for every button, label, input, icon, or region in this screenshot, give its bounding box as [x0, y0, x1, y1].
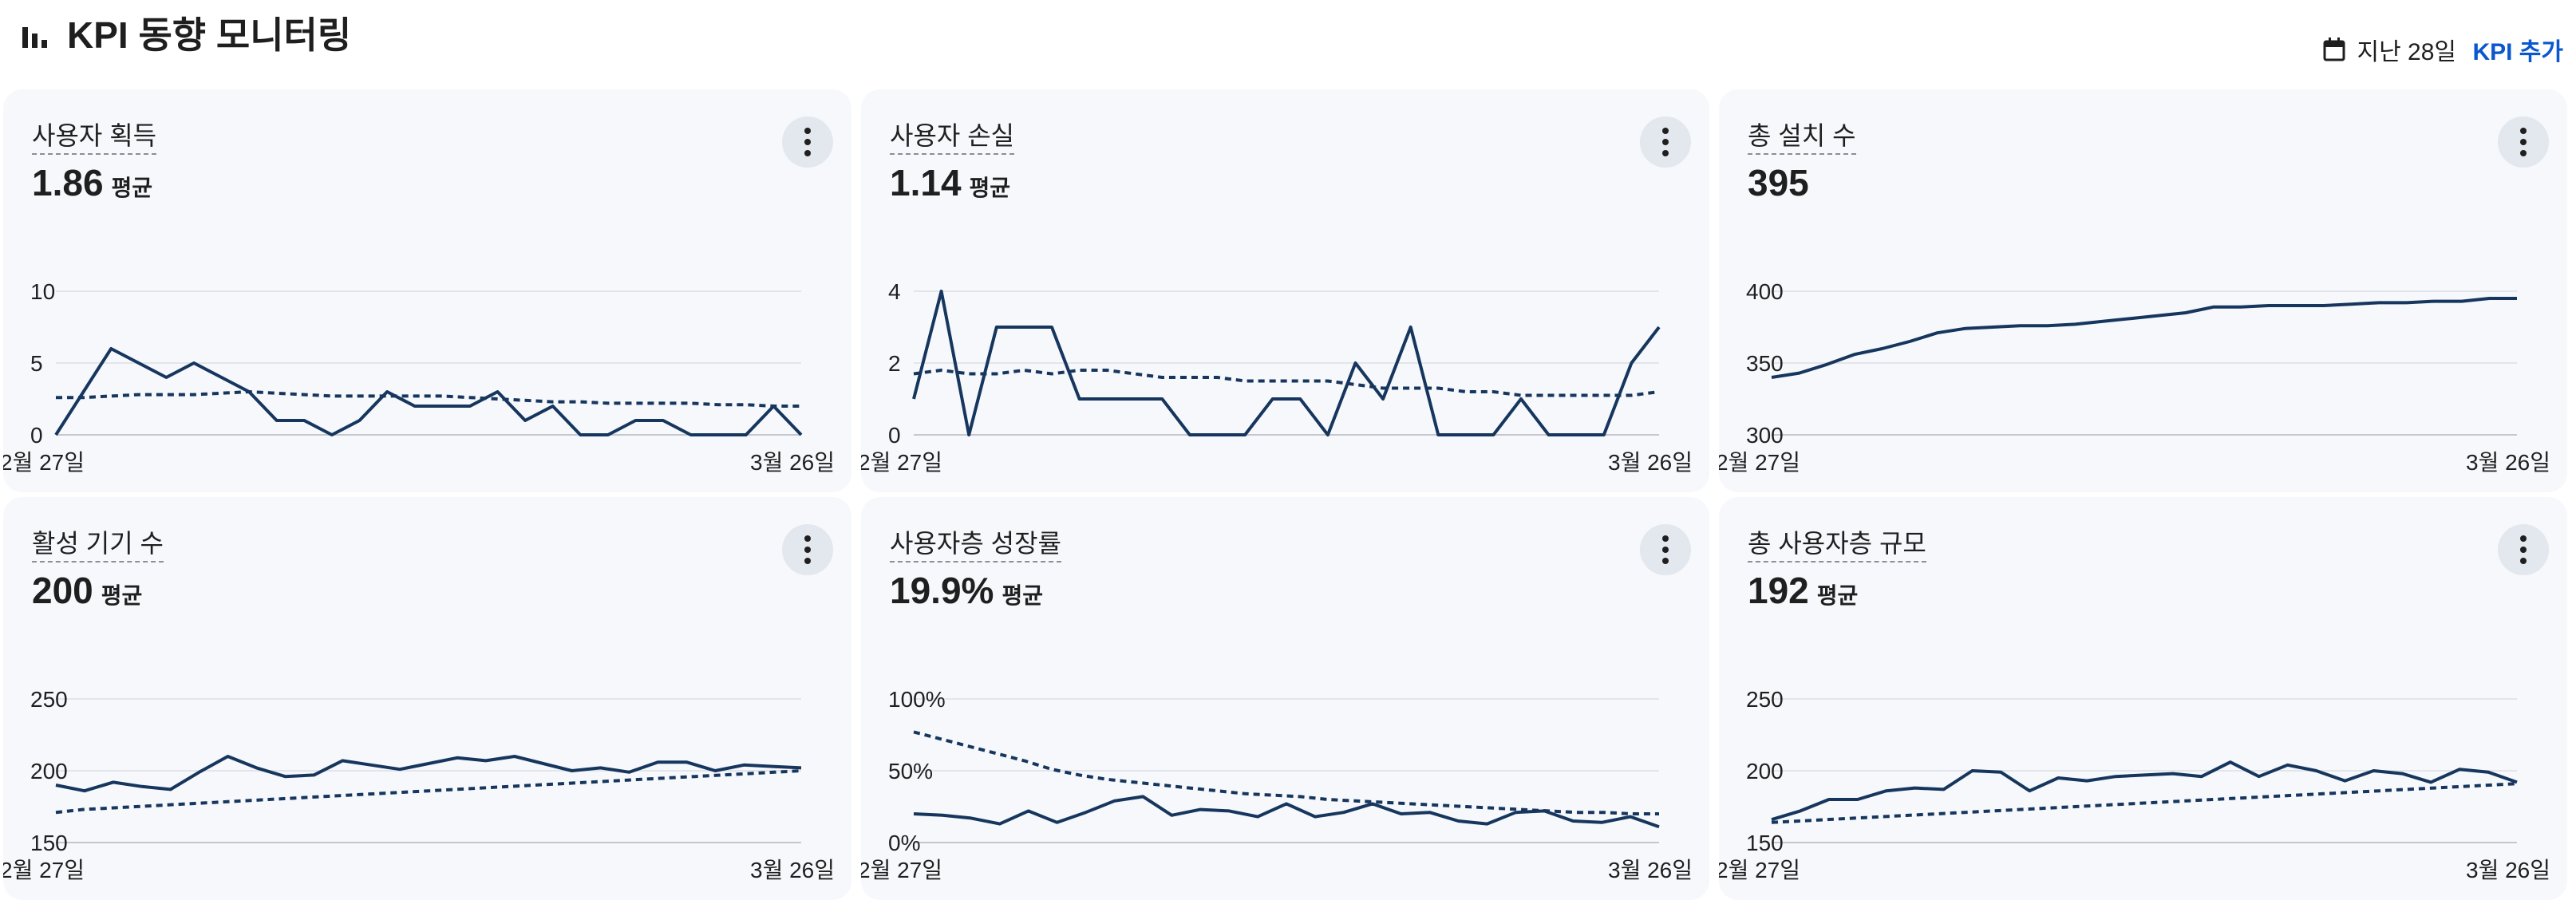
y-tick-label: 0% [888, 831, 920, 855]
more-options-button[interactable] [782, 524, 833, 575]
y-tick-label: 5 [30, 351, 43, 376]
date-range-button[interactable]: 지난 28일 [2323, 30, 2456, 69]
kpi-card-title[interactable]: 사용자 손실 [890, 118, 1015, 155]
x-tick-label: 3월 26일 [1608, 858, 1693, 882]
kpi-chart: 250 200 150 2월 27일 3월 26일 [1719, 687, 2550, 882]
kpi-card-total-installs: 총 설치 수 395 400 350 300 2월 27일 3월 26일 [1719, 89, 2567, 492]
kpi-value-unit: 평균 [101, 583, 143, 608]
more-vert-icon [804, 128, 811, 134]
more-vert-icon [2520, 128, 2527, 134]
kpi-value-number: 192 [1748, 570, 1809, 611]
kpi-value-unit: 평균 [969, 176, 1011, 200]
kpi-card-value: 200 평균 [32, 569, 142, 612]
x-tick-label: 3월 26일 [1608, 450, 1693, 475]
more-options-button[interactable] [1640, 524, 1691, 575]
y-tick-label: 200 [1746, 759, 1784, 784]
series-line [1771, 760, 2518, 822]
more-vert-icon [804, 535, 811, 542]
kpi-card-total-user-base: 총 사용자층 규모 192 평균 250 200 150 2월 27일 3월 26일 [1719, 497, 2567, 900]
more-vert-icon [2520, 535, 2527, 542]
series-line [1771, 297, 2517, 379]
add-kpi-button[interactable]: KPI 추가 [2472, 39, 2563, 65]
x-tick-label: 2월 27일 [861, 450, 942, 475]
y-tick-label: 200 [30, 759, 68, 784]
series-line [54, 347, 803, 436]
y-tick-label: 350 [1746, 351, 1784, 376]
y-tick-label: 10 [30, 279, 55, 304]
kpi-card-value: 395 [1748, 161, 1817, 204]
calendar-icon [2323, 38, 2345, 61]
series-line [912, 290, 1661, 436]
y-tick-label: 50% [888, 759, 933, 784]
trend-line-dashed [56, 390, 801, 408]
x-tick-label: 2월 27일 [3, 450, 85, 475]
kpi-card-value: 1.86 평균 [32, 161, 152, 204]
kpi-card-value: 1.14 평균 [890, 161, 1010, 204]
x-tick-label: 2월 27일 [861, 858, 942, 882]
y-tick-label: 4 [888, 279, 901, 304]
kpi-chart: 4 2 02월 27일 3월 26일 [861, 279, 1693, 475]
page-header: KPI 동향 모니터링 지난 28일 KPI 추가 [0, 0, 2576, 86]
x-tick-label: 2월 27일 [3, 858, 85, 882]
x-tick-label: 3월 26일 [2466, 450, 2550, 475]
trend-line-dashed [913, 369, 1660, 397]
kpi-grid: 사용자 획득 1.86 평균 10 5 0 2월 27일 3월 26일 사용자 손실 1… [0, 86, 2576, 900]
kpi-card-user-base-growth: 사용자층 성장률 19.9% 평균 100% 50% 0% 2월 27일 3월 26일 [861, 497, 1709, 900]
kpi-card-user-acquisition: 사용자 획득 1.86 평균 10 5 0 2월 27일 3월 26일 [3, 89, 851, 492]
more-options-button[interactable] [1640, 116, 1691, 168]
trend-line-dashed [913, 730, 1659, 815]
more-vert-icon [1662, 535, 1669, 542]
y-tick-label: 400 [1746, 279, 1784, 304]
kpi-card-title[interactable]: 총 사용자층 규모 [1748, 526, 1926, 562]
more-options-button[interactable] [2498, 116, 2549, 168]
y-tick-label: 250 [30, 687, 68, 712]
more-options-button[interactable] [2498, 524, 2549, 575]
y-tick-label: 150 [1746, 831, 1784, 855]
kpi-card-value: 192 평균 [1748, 569, 1858, 612]
y-tick-label: 300 [1746, 423, 1784, 448]
kpi-value-number: 1.14 [890, 162, 962, 203]
trend-line-dashed [1771, 782, 2518, 824]
x-tick-label: 2월 27일 [1719, 450, 1800, 475]
page-title: KPI 동향 모니터링 [67, 14, 352, 56]
kpi-chart: 100% 50% 0% 2월 27일 3월 26일 [861, 687, 1693, 882]
kpi-value-unit: 평균 [111, 176, 153, 200]
kpi-value-unit: 평균 [1002, 583, 1043, 608]
more-options-button[interactable] [782, 116, 833, 168]
kpi-value-number: 200 [32, 570, 93, 611]
y-tick-label: 2 [888, 351, 901, 376]
y-tick-label: 0 [888, 423, 901, 448]
bar-chart-icon [22, 27, 47, 48]
kpi-value-number: 395 [1748, 162, 1809, 203]
kpi-card-active-devices: 활성 기기 수 200 평균 250 200 150 2월 27일 3월 26일 [3, 497, 851, 900]
kpi-card-user-loss: 사용자 손실 1.14 평균 4 2 0 2월 27일 3월 26일 [861, 89, 1709, 492]
kpi-card-value: 19.9% 평균 [890, 569, 1043, 612]
series-line [55, 755, 802, 793]
kpi-card-title[interactable]: 사용자 획득 [32, 118, 157, 155]
kpi-value-number: 1.86 [32, 162, 104, 203]
x-tick-label: 3월 26일 [2466, 858, 2550, 882]
kpi-card-title[interactable]: 활성 기기 수 [32, 526, 164, 562]
date-range-label: 지난 28일 [2357, 39, 2456, 65]
more-vert-icon [1662, 128, 1669, 134]
y-tick-label: 100% [888, 687, 946, 712]
kpi-chart: 10 5 02월 27일 3월 26일 [3, 279, 835, 475]
y-tick-label: 250 [1746, 687, 1784, 712]
y-tick-label: 150 [30, 831, 68, 855]
x-tick-label: 2월 27일 [1719, 858, 1800, 882]
kpi-value-unit: 평균 [1816, 583, 1859, 608]
kpi-card-title[interactable]: 총 설치 수 [1748, 118, 1856, 155]
y-tick-label: 0 [30, 423, 43, 448]
x-tick-label: 3월 26일 [750, 858, 835, 882]
kpi-chart: 250 200 150 2월 27일 3월 26일 [3, 687, 835, 882]
trend-line-dashed [55, 769, 802, 815]
kpi-card-title[interactable]: 사용자층 성장률 [890, 526, 1061, 562]
x-tick-label: 3월 26일 [750, 450, 835, 475]
kpi-value-number: 19.9% [890, 570, 994, 611]
